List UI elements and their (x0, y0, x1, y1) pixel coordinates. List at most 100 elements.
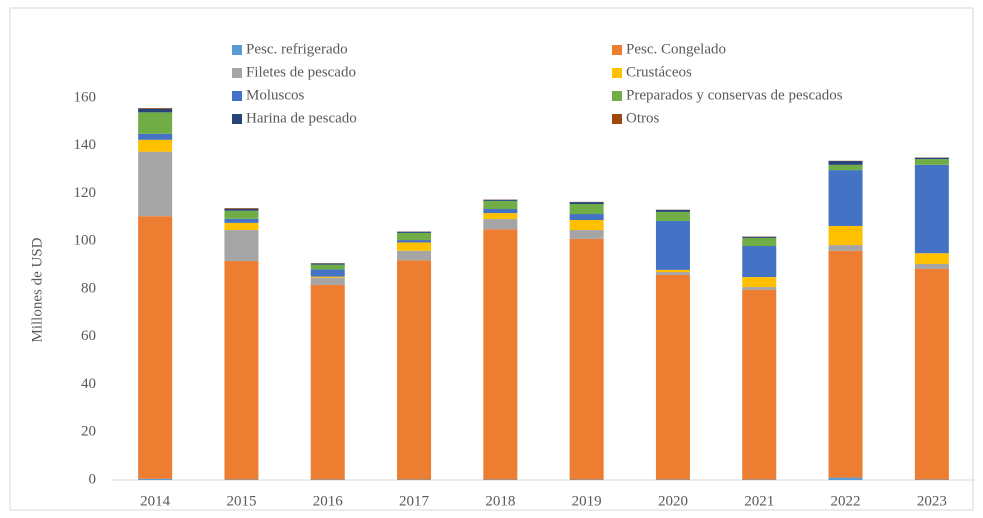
bar-segment (397, 250, 432, 261)
bar-segment (483, 209, 518, 214)
bar-segment (138, 216, 173, 479)
x-tick-label: 2018 (485, 493, 515, 509)
bar-segment (138, 133, 173, 140)
bar-segment (914, 263, 949, 269)
bar-segment (483, 199, 518, 201)
legend-swatch (612, 45, 622, 55)
legend-swatch (612, 91, 622, 101)
chart-border (9, 7, 974, 511)
bar-segment (397, 242, 432, 251)
bar-segment (742, 236, 777, 238)
bar-segment (569, 204, 604, 215)
bar-segment (914, 268, 949, 480)
legend-swatch (232, 114, 242, 124)
legend-swatch (232, 68, 242, 78)
bar-segment (397, 240, 432, 243)
legend-swatch (612, 68, 622, 78)
bar-segment (914, 164, 949, 254)
bar-segment (224, 261, 259, 480)
x-tick-label: 2019 (572, 493, 602, 509)
legend-label: Otros (626, 110, 659, 126)
bar-segment (655, 274, 690, 480)
bar-segment (224, 208, 259, 211)
bar-segment (828, 250, 863, 478)
y-tick-label: 100 (74, 233, 97, 249)
bar-segment (483, 219, 518, 230)
bar-segment (310, 269, 345, 277)
bar-segment (742, 277, 777, 288)
bar-segment (828, 164, 863, 171)
legend-swatch (612, 114, 622, 124)
legend-label: Filetes de pescado (246, 64, 356, 80)
y-tick-label: 80 (81, 280, 96, 296)
legend-label: Moluscos (246, 87, 305, 103)
bar-segment (397, 232, 432, 241)
legend-label: Harina de pescado (246, 110, 357, 126)
bar-segment (655, 269, 690, 273)
bar-segment (224, 218, 259, 223)
legend-swatch (232, 45, 242, 55)
bar-segment (397, 260, 432, 480)
bar-segment (224, 208, 259, 209)
bar-segment (655, 220, 690, 270)
bar-segment (138, 478, 173, 480)
bar-segment (655, 272, 690, 275)
legend-label: Pesc. Congelado (626, 41, 726, 57)
bar-segment (914, 253, 949, 264)
bar-segment (138, 151, 173, 217)
bar-segment (310, 277, 345, 285)
bar-segment (224, 210, 259, 219)
bar-segment (569, 214, 604, 221)
y-tick-label: 40 (81, 376, 96, 392)
bar-segment (138, 112, 173, 134)
bar-segment (828, 161, 863, 165)
bar-segment (914, 157, 949, 160)
x-tick-label: 2023 (917, 493, 947, 509)
y-tick-label: 160 (74, 89, 97, 105)
y-tick-label: 0 (89, 471, 97, 487)
x-tick-label: 2017 (399, 493, 430, 509)
legend-label: Pesc. refrigerado (246, 41, 348, 57)
bar-segment (310, 284, 345, 480)
bar-segment (742, 289, 777, 480)
bar-segment (224, 222, 259, 231)
bar-segment (655, 209, 690, 212)
bar-segment (483, 213, 518, 220)
x-tick-label: 2014 (140, 493, 171, 509)
x-tick-label: 2022 (831, 493, 861, 509)
bar-segment (397, 231, 432, 233)
legend-label: Crustáceos (626, 64, 692, 80)
y-tick-label: 120 (74, 185, 97, 201)
bar-segment (828, 170, 863, 226)
legend-label: Preparados y conservas de pescados (626, 87, 843, 103)
bar-segment (569, 220, 604, 231)
bar-segment (483, 200, 518, 210)
y-axis-label: Millones de USD (29, 237, 45, 342)
legend-swatch (232, 91, 242, 101)
bar-segment (742, 287, 777, 290)
bar-segment (138, 108, 173, 109)
bar-segment (310, 263, 345, 265)
bar-segment (483, 229, 518, 480)
x-tick-label: 2020 (658, 493, 688, 509)
bar-segment (828, 477, 863, 480)
x-tick-label: 2016 (313, 493, 344, 509)
y-tick-label: 140 (74, 137, 97, 153)
y-tick-label: 60 (81, 328, 96, 344)
bar-segment (655, 211, 690, 221)
bar-segment (569, 202, 604, 205)
bar-segment (914, 159, 949, 165)
bar-segment (742, 246, 777, 278)
bar-segment (828, 245, 863, 251)
bar-segment (569, 230, 604, 239)
x-tick-label: 2015 (226, 493, 256, 509)
bar-segment (310, 264, 345, 270)
bar-segment (310, 276, 345, 278)
x-tick-label: 2021 (744, 493, 774, 509)
bar-segment (742, 237, 777, 247)
bar-segment (138, 139, 173, 152)
bar-segment (138, 108, 173, 113)
y-tick-label: 20 (81, 424, 96, 440)
bar-segment (224, 230, 259, 262)
